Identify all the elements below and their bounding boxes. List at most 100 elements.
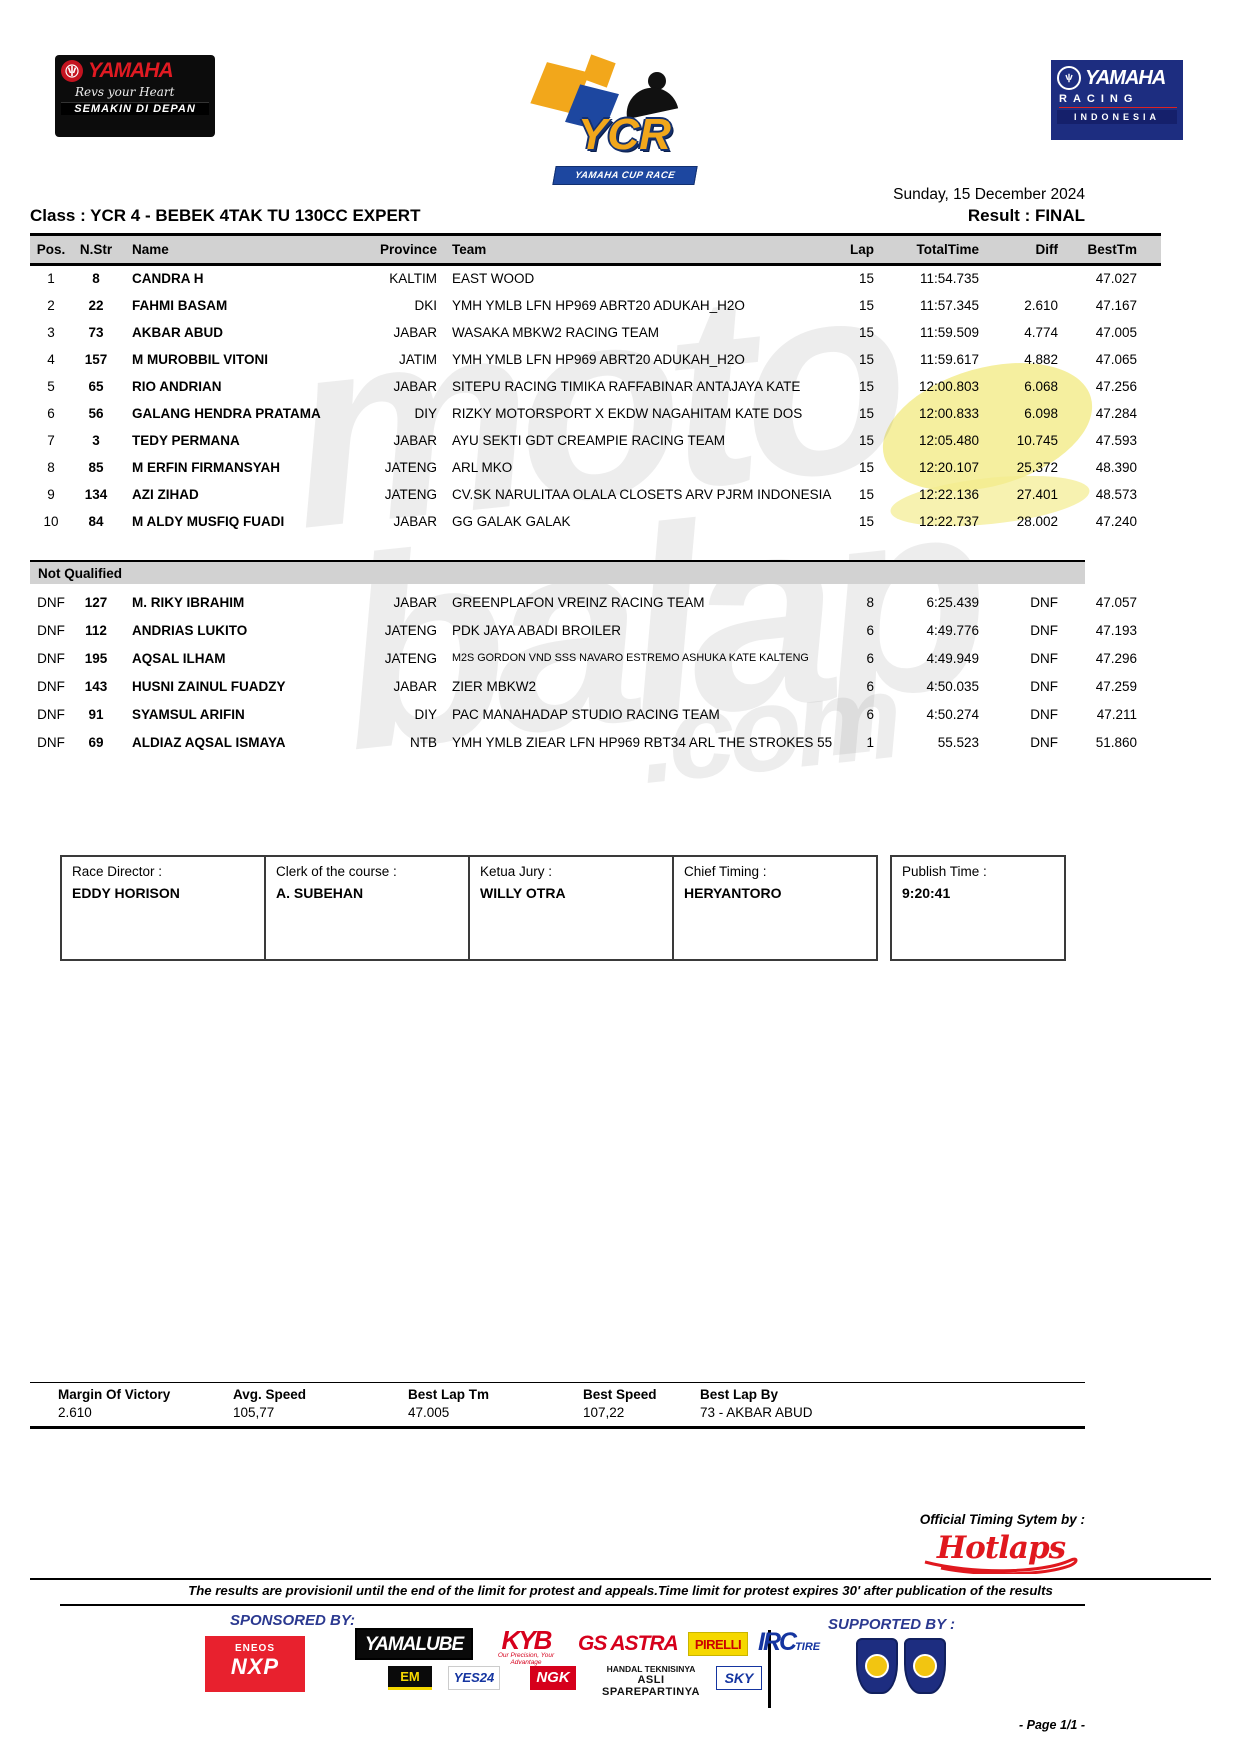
cell-lap: 1	[866, 734, 874, 750]
cell-nstr: 22	[88, 297, 104, 313]
cell-best: 47.167	[1095, 297, 1137, 313]
cell-pos: 6	[47, 405, 55, 421]
cell-team: EAST WOOD	[452, 271, 535, 287]
cell-total: 12:00.803	[918, 378, 979, 394]
cell-best: 47.057	[1095, 594, 1137, 610]
table-row: 8 85 M ERFIN FIRMANSYAH JATENG ARL MKO 15 12:2…	[30, 454, 1161, 481]
table-row: DNF 143 HUSNI ZAINUL FUADZY JABAR ZIER MBKW2…	[30, 672, 1161, 700]
cell-nstr: 56	[88, 405, 104, 421]
cell-province: JABAR	[393, 432, 437, 448]
cell-team: CV.SK NARULITAA OLALA CLOSETS ARV PJRM I…	[452, 486, 832, 502]
cell-best: 47.284	[1095, 405, 1137, 421]
cell-province: NTB	[410, 734, 437, 750]
cell-best: 47.256	[1095, 378, 1137, 394]
cell-diff: DNF	[1030, 734, 1058, 750]
supported-by-label: SUPPORTED BY :	[828, 1616, 955, 1633]
yamaha-strip-text: SEMAKIN DI DEPAN	[61, 102, 209, 115]
table-row: 7 3 TEDY PERMANA JABAR AYU SEKTI GDT CREAMPI…	[30, 427, 1161, 454]
cell-best: 47.240	[1095, 513, 1137, 529]
column-header-lap: Lap	[833, 233, 878, 266]
cell-best: 47.593	[1095, 432, 1137, 448]
sponsor-pirelli: PIRELLI	[688, 1632, 748, 1656]
cell-best: 47.296	[1095, 650, 1137, 666]
ycr-logo: YCR YAMAHA CUP RACE	[520, 54, 720, 193]
cell-total: 6:25.439	[926, 594, 979, 610]
table-row: 6 56 GALANG HENDRA PRATAMA DIY RIZKY MOTORSP…	[30, 400, 1161, 427]
cell-best: 47.065	[1095, 351, 1137, 367]
stat-value: 73 - AKBAR ABUD	[700, 1405, 813, 1420]
sponsor-yes24: YES24	[448, 1666, 500, 1690]
cell-team: PDK JAYA ABADI BROILER	[452, 622, 622, 638]
column-header-besttm: BestTm	[1060, 233, 1161, 266]
cell-lap: 15	[858, 378, 874, 394]
yamaha-left-logo: YAMAHA Revs your Heart SEMAKIN DI DEPAN	[55, 55, 215, 137]
racing-text: RACING	[1059, 93, 1177, 108]
divider-line	[60, 1604, 1085, 1606]
cell-pos: 9	[47, 486, 55, 502]
ycr-banner: YAMAHA CUP RACE	[552, 166, 698, 185]
officials-box-ketua-jury: Ketua Jury : WILLY OTRA	[468, 855, 674, 961]
cell-nstr: 195	[84, 650, 108, 666]
cell-nstr: 69	[88, 734, 104, 750]
cell-diff: 4.882	[1024, 351, 1058, 367]
race-stats: Margin Of Victory Avg. Speed Best Lap Tm…	[30, 1382, 1085, 1429]
cell-name: M MUROBBIL VITONI	[132, 351, 269, 367]
kyb-text: KYB	[501, 1625, 553, 1655]
cell-diff: 10.745	[1016, 432, 1058, 448]
cell-total: 55.523	[937, 734, 979, 750]
sponsor-sky: SKY	[716, 1666, 762, 1690]
hotlaps-swash	[924, 1557, 1078, 1574]
cell-name: GALANG HENDRA PRATAMA	[132, 405, 321, 421]
cell-name: CANDRA H	[132, 271, 204, 287]
cell-nstr: 157	[84, 351, 108, 367]
cell-province: JATENG	[384, 650, 437, 666]
cell-province: JABAR	[393, 678, 437, 694]
cell-total: 11:59.617	[919, 351, 979, 367]
rider-icon	[648, 72, 666, 90]
stat-value: 107,22	[583, 1405, 625, 1420]
cell-diff: 28.002	[1016, 513, 1058, 529]
stat-label: Best Speed	[583, 1387, 657, 1402]
cell-lap: 15	[858, 513, 874, 529]
cell-nstr: 65	[88, 378, 104, 394]
cell-pos: DNF	[37, 706, 65, 722]
officials-box-race-director: Race Director : EDDY HORISON	[60, 855, 266, 961]
results-table: Pos. N.Str Name Province Team Lap TotalT…	[30, 233, 1161, 535]
cell-diff: DNF	[1030, 706, 1058, 722]
official-label: Chief Timing :	[684, 864, 767, 879]
cell-diff: 6.098	[1024, 405, 1058, 421]
cell-total: 12:00.833	[918, 405, 979, 421]
class-title: Class : YCR 4 - BEBEK 4TAK TU 130CC EXPE…	[30, 206, 421, 225]
table-row: 9 134 AZI ZIHAD JATENG CV.SK NARULITAA OLALA…	[30, 481, 1161, 508]
cell-team: YMH YMLB LFN HP969 ABRT20 ADUKAH_H2O	[452, 351, 745, 367]
cell-team: GREENPLAFON VREINZ RACING TEAM	[452, 594, 705, 610]
cell-name: ANDRIAS LUKITO	[132, 622, 248, 638]
cell-total: 11:57.345	[919, 297, 979, 313]
cell-team: WASAKA MBKW2 RACING TEAM	[452, 324, 660, 340]
cell-pos: DNF	[37, 650, 65, 666]
sponsor-yamalube: YAMALUBE	[355, 1628, 473, 1660]
cell-diff: 6.068	[1024, 378, 1058, 394]
sponsor-kyb: KYB Our Precision, Your Advantage	[486, 1625, 566, 1666]
table-row: DNF 69 ALDIAZ AQSAL ISMAYA NTB YMH YMLB ZIEA…	[30, 728, 1161, 756]
cell-diff: DNF	[1030, 650, 1058, 666]
stat-label: Avg. Speed	[233, 1387, 307, 1402]
cell-name: TEDY PERMANA	[132, 432, 240, 448]
kyb-tagline: Our Precision, Your Advantage	[497, 1652, 555, 1666]
cell-province: DKI	[414, 297, 437, 313]
officials-box-clerk: Clerk of the course : A. SUBEHAN	[264, 855, 470, 961]
divider-line	[768, 1630, 771, 1708]
cell-pos: 1	[47, 271, 55, 287]
sponsor-handal-text: HANDAL TEKNISINYA ASLI SPAREPARTINYA	[596, 1664, 706, 1698]
column-header-name: Name	[120, 233, 358, 266]
cell-team: YMH YMLB ZIEAR LFN HP969 RBT34 ARL THE S…	[452, 734, 833, 750]
table-row: DNF 91 SYAMSUL ARIFIN DIY PAC MANAHADAP STUD…	[30, 700, 1161, 728]
table-row: DNF 127 M. RIKY IBRAHIM JABAR GREENPLAFON VR…	[30, 588, 1161, 616]
column-header-diff: Diff	[987, 233, 1060, 266]
cell-lap: 8	[866, 594, 874, 610]
cell-total: 11:59.509	[919, 324, 979, 340]
cell-pos: 7	[47, 432, 55, 448]
cell-pos: 8	[47, 459, 55, 475]
cell-lap: 15	[858, 432, 874, 448]
